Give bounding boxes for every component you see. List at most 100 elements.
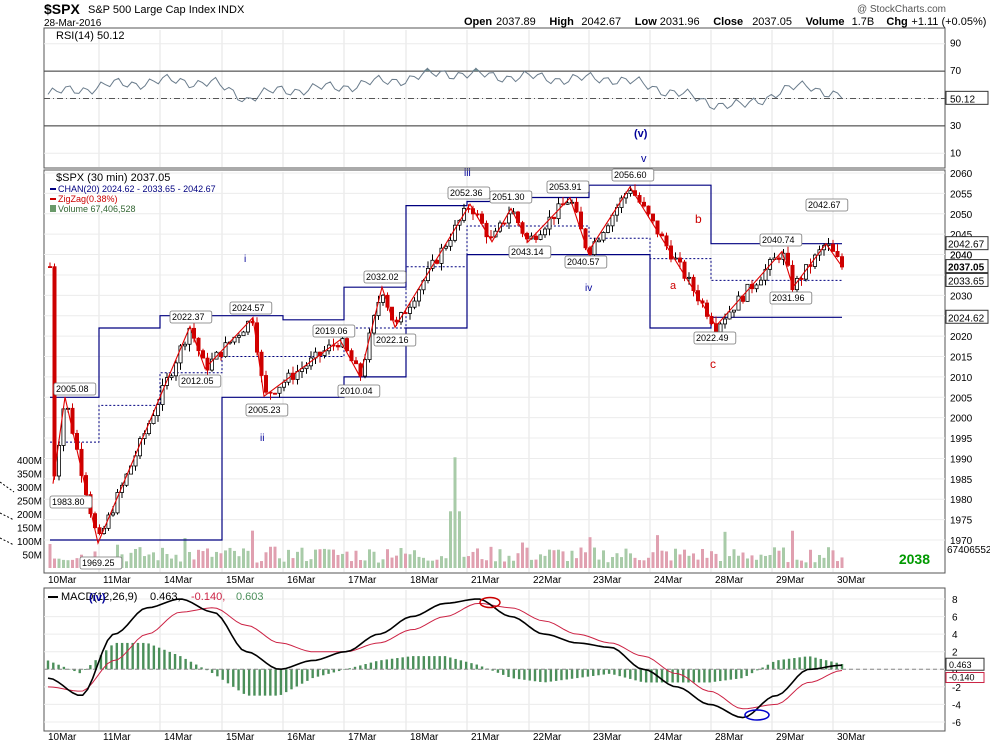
candle-body [790,264,795,291]
volume-bar [660,550,664,568]
volume-bar [759,554,763,568]
volume-bar [183,538,187,568]
macd-hist-bar [819,658,823,670]
volume-bar [305,561,308,568]
macd-hist-bar [173,653,177,670]
candle-body [57,445,62,477]
volume-bar [71,559,74,568]
volume-bar [687,555,691,568]
price-tick-2060: 2060 [950,169,973,180]
rsi-legend: RSI(14) 50.12 [56,30,124,42]
pivot-label-box [79,556,123,570]
macd-right-label-signal: -0.140 [949,673,975,683]
macd-hist-bar [285,669,288,693]
ohlc-label-close: Close [713,16,743,28]
pivot-label: 2012.05 [181,376,214,386]
macd-wave-tag: (iv) [89,592,106,604]
volume-bar [143,556,146,568]
macd-hist-bar [306,669,309,681]
volume-bar [638,560,641,568]
candle-body [52,266,57,477]
macd-hist-bar [824,660,828,670]
macd-hist-bar [269,669,272,696]
candle-body [655,220,660,235]
candle-body [277,386,282,394]
macd-hist-bar [57,664,60,670]
volume-bar [399,548,403,568]
date-label-price-30Mar: 30Mar [837,575,866,586]
volume-bar [224,550,227,568]
volume-bar [728,556,731,568]
macd-hist-bar [83,669,87,670]
wave-label-2: iii [464,168,471,179]
volume-bar [390,557,394,568]
wave-label-3: iv [585,283,592,294]
volume-bar [66,560,70,568]
candle-body [574,201,579,213]
macd-legend-name: MACD(12,26,9) [61,591,137,603]
macd-tick-6: 6 [952,613,958,624]
candle-body [439,247,444,264]
price-right-label-1: 2040 [950,251,973,262]
price-legend-main: $SPX (30 min) 2037.05 [56,172,170,184]
candle-body [182,343,187,347]
price-tick-2040: 2040 [950,251,973,262]
volume-bar [593,547,596,568]
date-label-price-22Mar: 22Mar [533,575,562,586]
price-right-label-4: 2024.62 [948,313,985,324]
date-label-price-24Mar: 24Mar [654,575,683,586]
candle-body [155,404,160,417]
candle-body [223,342,228,358]
macd-tick--6: -6 [952,718,961,729]
macd-hist-bar [311,669,314,679]
candle-body [340,338,345,348]
macd-hist-bar [502,669,505,675]
pivot-label-box [245,403,289,417]
volume-bar [413,550,416,568]
rsi-layer: 50.12 [44,67,989,127]
macd-hist-bar [724,669,727,681]
macd-hist-bar [195,664,198,670]
volume-bar [408,554,412,568]
volume-bar [629,553,632,568]
labels-layer: 2005.08 1983.80 1969.25 2022.37 2012.05 2024.… [49,128,989,570]
macd-hist-bar [200,667,203,670]
macd-hist-bar [750,669,754,674]
candle-body [642,201,647,207]
volume-bar [210,556,214,568]
macd-layer: 0.463 -0.140 [44,596,985,721]
pivot-label-box [564,255,608,269]
ohlc-row: Open 2037.89 High 2042.67 Low 2031.96 Close 203… [464,16,986,28]
macd-hist-bar [157,647,161,670]
volume-bar [750,555,754,568]
macd-hist-bar [613,669,616,675]
pivot-label-box [363,270,407,284]
macd-hist-bar [369,662,373,670]
pivot-label-box [49,495,93,509]
candle-body [380,294,385,303]
date-label-price-28Mar: 28Mar [715,575,744,586]
macd-hist-bar [52,662,55,670]
price-right-label-0: 2042.67 [948,240,985,251]
macd-hist-bar [729,669,733,680]
rsi-tick-10: 10 [950,148,962,159]
volume-bar [228,547,232,568]
pivot-label-box [169,310,213,324]
macd-hist-bar [539,669,542,682]
candle-body [606,225,611,233]
ohlc-label-open: Open [464,16,492,28]
volume-bar [786,562,790,568]
date-label-macd-21Mar: 21Mar [471,732,500,743]
macd-hist-bar [417,656,420,670]
volume-bar [327,549,331,568]
candle-body [610,214,615,227]
date-label-macd-23Mar: 23Mar [593,732,622,743]
volume-bar [701,548,704,568]
chart-exchange: INDX [218,4,245,16]
macd-tick-8: 8 [952,595,958,606]
macd-hist-bar [322,669,325,676]
candle-body [835,251,840,258]
candle-body [651,213,656,222]
volume-bar [197,549,200,568]
